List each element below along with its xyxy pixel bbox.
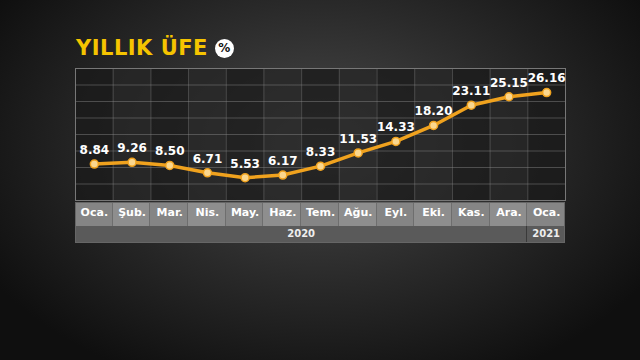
- svg-text:14.33: 14.33: [377, 120, 415, 134]
- svg-text:8.50: 8.50: [155, 144, 185, 158]
- svg-text:9.26: 9.26: [117, 141, 147, 155]
- svg-text:11.53: 11.53: [339, 132, 377, 146]
- svg-text:May.: May.: [231, 206, 259, 219]
- html-text:2021: 2021: [532, 228, 561, 239]
- svg-text:Ara.: Ara.: [496, 206, 522, 219]
- svg-text:8.33: 8.33: [306, 145, 336, 159]
- svg-text:Mar.: Mar.: [157, 206, 183, 219]
- svg-text:26.16: 26.16: [528, 71, 566, 85]
- svg-text:6.17: 6.17: [268, 154, 298, 168]
- svg-text:Oca.: Oca.: [533, 206, 560, 219]
- svg-text:23.11: 23.11: [452, 84, 490, 98]
- svg-text:Eki.: Eki.: [422, 206, 445, 219]
- svg-text:Nis.: Nis.: [196, 206, 220, 219]
- svg-text:18.20: 18.20: [415, 104, 453, 118]
- svg-text:Tem.: Tem.: [306, 206, 335, 219]
- html-text:2020: 2020: [287, 228, 316, 239]
- svg-text:Eyl.: Eyl.: [385, 206, 408, 219]
- svg-text:Ağu.: Ağu.: [344, 206, 372, 219]
- svg-text:Şub.: Şub.: [118, 206, 146, 219]
- svg-text:6.71: 6.71: [193, 152, 223, 166]
- svg-text:25.15: 25.15: [490, 76, 528, 90]
- svg-text:8.84: 8.84: [80, 143, 110, 157]
- html-text:YILLIK ÜFE: YILLIK ÜFE: [76, 36, 208, 60]
- svg-text:Oca.: Oca.: [81, 206, 108, 219]
- svg-text:5.53: 5.53: [230, 157, 260, 171]
- svg-text:Kas.: Kas.: [458, 206, 485, 219]
- svg-text:Haz.: Haz.: [269, 206, 296, 219]
